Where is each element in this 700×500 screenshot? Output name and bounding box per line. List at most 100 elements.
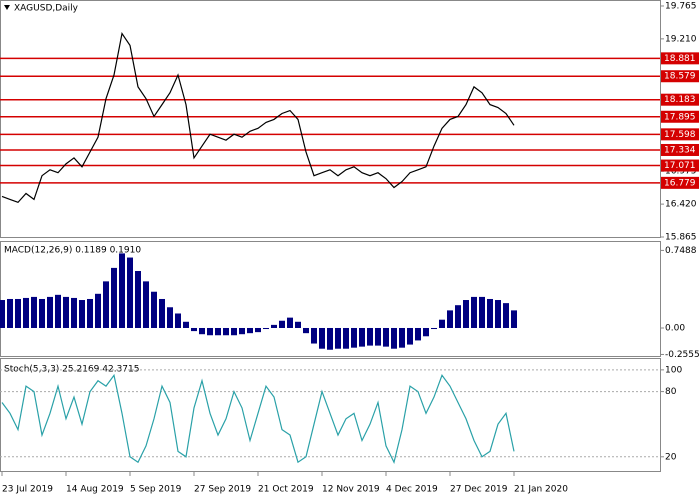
- histogram-bar: [351, 327, 357, 348]
- level-label-box: [661, 70, 699, 83]
- histogram-bar: [287, 317, 293, 328]
- histogram-bar: [159, 298, 165, 328]
- histogram-bar: [415, 327, 421, 341]
- histogram-bar: [215, 327, 221, 336]
- histogram-bar: [79, 300, 85, 328]
- x-tick-label: 21 Oct 2019: [258, 485, 314, 495]
- histogram-bar: [247, 327, 253, 334]
- histogram-bar: [95, 293, 101, 328]
- series-line: [1, 31, 515, 204]
- histogram-bar: [23, 297, 29, 328]
- histogram-bar: [303, 327, 309, 334]
- x-tick-label: 21 Jan 2020: [514, 485, 568, 495]
- stoch-panel: [0, 358, 661, 472]
- histogram-bar: [391, 327, 397, 349]
- level-label-box: [661, 128, 699, 141]
- y-tick-label: 16.975: [665, 167, 697, 177]
- level-label: 16.779: [664, 178, 696, 188]
- histogram-bar: [479, 296, 485, 328]
- level-label: 17.598: [664, 130, 696, 140]
- level-label: 18.579: [664, 72, 696, 82]
- histogram-bar: [439, 319, 445, 328]
- histogram-bar: [119, 253, 125, 328]
- histogram-bar: [383, 327, 389, 347]
- histogram-bar: [183, 321, 189, 328]
- price-panel: [0, 0, 661, 238]
- histogram-bar: [127, 257, 133, 328]
- histogram-bar: [71, 297, 77, 328]
- histogram-bar: [223, 327, 229, 336]
- histogram-bar: [151, 291, 157, 328]
- histogram-bar: [135, 271, 141, 328]
- level-label: 18.881: [664, 54, 696, 64]
- histogram-bar: [0, 300, 5, 328]
- histogram-bar: [503, 303, 509, 328]
- stoch-title: Stoch(5,3,3) 25.2169 42.3715: [4, 365, 139, 375]
- macd-panel: [0, 241, 661, 357]
- histogram-bar: [359, 327, 365, 347]
- histogram-bar: [263, 327, 269, 330]
- x-tick-label: 27 Sep 2019: [194, 485, 251, 495]
- histogram-bar: [335, 327, 341, 349]
- histogram-bar: [207, 327, 213, 336]
- histogram-bar: [111, 267, 117, 328]
- histogram-bar: [31, 296, 37, 328]
- histogram-bar: [407, 327, 413, 345]
- histogram-bar: [295, 321, 301, 328]
- histogram-bar: [447, 310, 453, 328]
- y-tick-label: 19.210: [665, 34, 697, 44]
- histogram-bar: [231, 327, 237, 336]
- level-label: 17.895: [664, 112, 696, 122]
- level-label-box: [661, 93, 699, 106]
- histogram-bar: [343, 327, 349, 349]
- level-label: 17.071: [664, 161, 696, 171]
- histogram-bar: [15, 298, 21, 328]
- histogram-bar: [367, 327, 373, 346]
- x-tick-label: 4 Dec 2019: [386, 485, 438, 495]
- histogram-bar: [511, 310, 517, 328]
- x-tick-label: 27 Dec 2019: [450, 485, 508, 495]
- histogram-bar: [375, 327, 381, 346]
- level-label-box: [661, 52, 699, 65]
- histogram-bar: [63, 296, 69, 328]
- y-tick-label: 80: [665, 387, 677, 397]
- y-tick-label: 0.7488: [665, 246, 697, 256]
- histogram-bar: [463, 300, 469, 328]
- y-tick-label: 0.00: [665, 323, 685, 333]
- histogram-bar: [319, 327, 325, 349]
- histogram-bar: [39, 298, 45, 328]
- level-label: 17.334: [664, 145, 696, 155]
- histogram-bar: [255, 327, 261, 333]
- histogram-bar: [399, 327, 405, 348]
- histogram-bar: [271, 324, 277, 328]
- y-tick-label: 20: [665, 452, 677, 462]
- histogram-bar: [87, 298, 93, 328]
- level-label: 18.183: [664, 95, 696, 105]
- chart-title: XAGUSD,Daily: [14, 4, 79, 14]
- y-tick-label: 16.420: [665, 200, 697, 210]
- histogram-bar: [167, 307, 173, 328]
- histogram-bar: [423, 327, 429, 337]
- level-label-box: [661, 176, 699, 189]
- level-label-box: [661, 110, 699, 123]
- histogram-bar: [471, 296, 477, 328]
- histogram-bar: [47, 296, 53, 328]
- histogram-bar: [495, 300, 501, 328]
- y-tick-label: 19.765: [665, 1, 697, 11]
- y-tick-label: 15.865: [665, 233, 697, 243]
- y-tick-label: -0.2555: [665, 350, 700, 360]
- x-tick-label: 12 Nov 2019: [322, 485, 380, 495]
- x-tick-label: 5 Sep 2019: [130, 485, 182, 495]
- macd-title: MACD(12,26,9) 0.1189 0.1910: [4, 246, 141, 256]
- level-label-box: [661, 143, 699, 156]
- symbol-icon: [4, 5, 10, 10]
- histogram-bar: [239, 327, 245, 335]
- x-tick-label: 23 Jul 2019: [2, 485, 53, 495]
- histogram-bar: [311, 327, 317, 344]
- y-tick-label: 100: [665, 365, 682, 375]
- x-tick-label: 14 Aug 2019: [66, 485, 124, 495]
- histogram-bar: [455, 305, 461, 328]
- histogram-bar: [55, 294, 61, 328]
- histogram-bar: [175, 313, 181, 328]
